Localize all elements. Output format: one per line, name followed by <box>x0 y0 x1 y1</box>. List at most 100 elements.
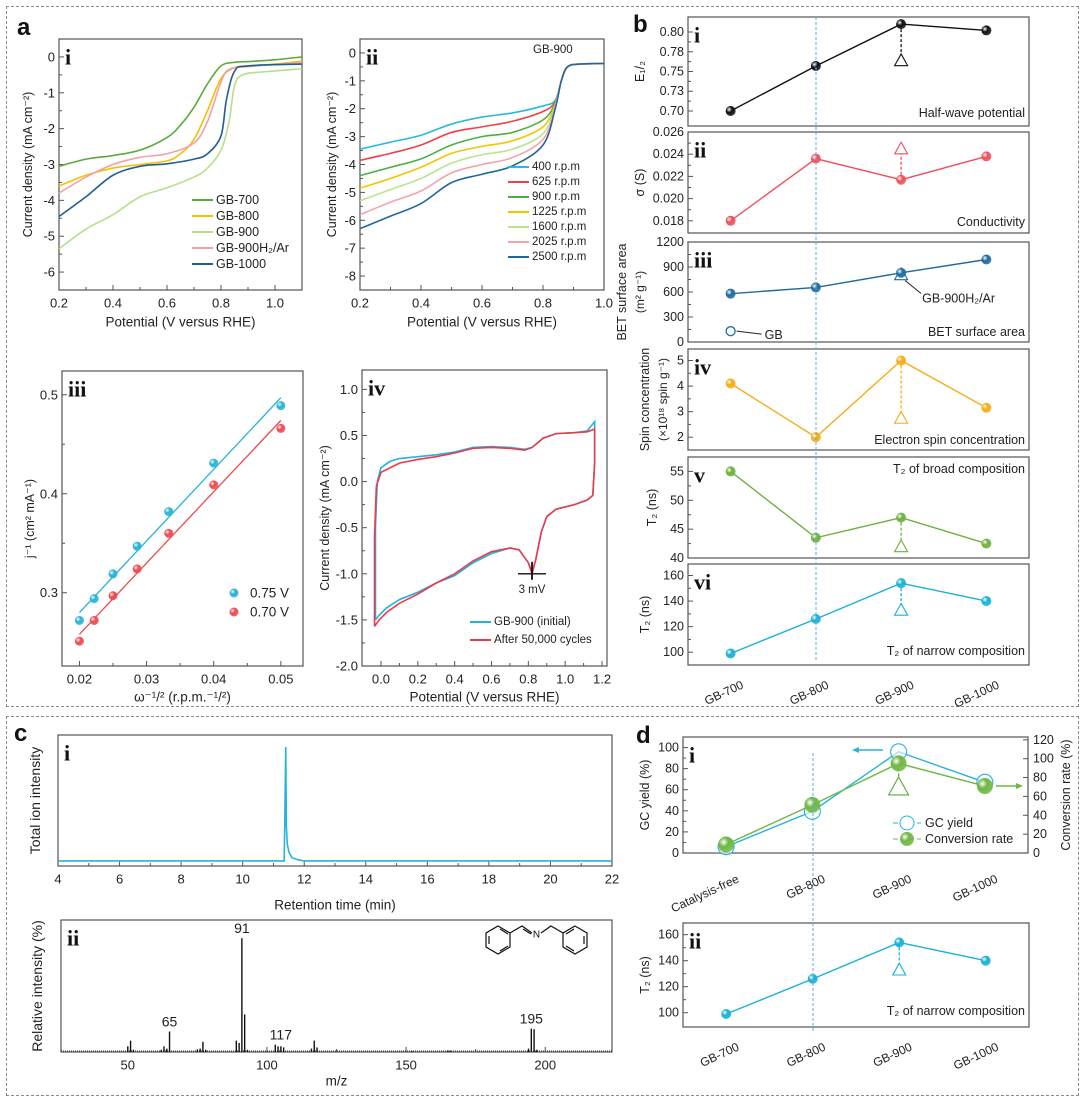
y-tick-label: 100 <box>663 645 684 659</box>
x-axis-title: Potential (V versus RHE) <box>409 690 559 705</box>
legend-entry: 2500 r.p.m <box>508 251 586 263</box>
legend-entry: 400 r.p.m <box>508 161 580 173</box>
x-tick-label: 0.03 <box>134 672 159 687</box>
y-tick-label: -2.0 <box>336 659 358 674</box>
y-axis-title: T₂ (ns) <box>638 596 652 634</box>
y-tick-label: 50 <box>670 493 684 507</box>
y-tick-label: 0.5 <box>340 428 358 443</box>
plot-frame <box>57 734 613 867</box>
panel-group-ab-frame <box>6 6 1079 707</box>
x-tick-label: 1.2 <box>593 672 611 687</box>
y-tick-label: -6 <box>43 265 55 280</box>
ball-data-point <box>890 755 907 772</box>
panel-annotation: GB-900 <box>533 44 573 56</box>
y-tick-label: -4 <box>344 157 356 172</box>
y-tick-label: 0 <box>349 45 356 60</box>
peak-label: 117 <box>270 1027 293 1043</box>
y-tick-label: 55 <box>670 464 684 478</box>
series-line <box>725 762 986 846</box>
y-tick-label: -5 <box>344 185 356 200</box>
c-ii-chart: 50 100 150 200 m/z Relative intensity (%) ii 65… <box>29 919 613 1089</box>
data-point <box>132 564 142 574</box>
y-axis-title: BET surface area <box>615 243 629 340</box>
category-label: GB-1000 <box>951 1040 1001 1073</box>
ball-data-point <box>896 267 907 278</box>
plot-frame <box>361 369 608 667</box>
panel-caption: T₂ of broad composition <box>893 462 1025 476</box>
legend-entry: GB-900 <box>192 225 259 239</box>
y-axis-title-units: (×10¹⁸ spin g⁻¹) <box>656 358 670 441</box>
series-line <box>730 155 987 222</box>
plot-frame <box>682 736 1029 854</box>
ball-data-point <box>981 402 992 413</box>
series-line <box>730 359 987 439</box>
y2-axis-title: Conversion rate (%) <box>1059 739 1073 850</box>
legend-entry: GB-800 <box>192 209 259 223</box>
y-axis-title: Current density (mA cm⁻²) <box>325 92 339 238</box>
series-line <box>730 582 987 655</box>
series-line <box>58 60 303 187</box>
y-axis-title: σ (S) <box>633 169 647 197</box>
annotation-leader-line <box>736 330 762 335</box>
x-tick-label: 0.6 <box>482 672 500 687</box>
ball-data-point <box>894 937 905 948</box>
series-line <box>373 427 596 627</box>
x-axis-title: Retention time (min) <box>274 898 396 913</box>
reference-triangle-marker <box>893 602 909 616</box>
subpanel-numeral: vi <box>694 570 711 595</box>
legend-label: GB-900H₂/Ar <box>216 241 289 255</box>
subpanel-numeral: iv <box>694 355 711 380</box>
y-tick-label: 60 <box>665 783 679 797</box>
category-label: GB-900 <box>870 872 914 902</box>
legend-label: After 50,000 cycles <box>494 634 592 646</box>
legend-label: 2025 r.p.m <box>532 236 586 248</box>
y-tick-label: 0.5 <box>40 387 58 402</box>
legend-entry: GB-900H₂/Ar <box>192 241 289 255</box>
data-point <box>276 423 286 433</box>
y2-tick-label: 20 <box>1033 827 1047 841</box>
category-label: GB-900 <box>873 678 917 708</box>
category-label: GB-900 <box>871 1040 915 1070</box>
data-point <box>132 541 142 551</box>
peak-label: 195 <box>520 1011 544 1027</box>
ball-data-point <box>896 19 907 30</box>
y-tick-label: 160 <box>658 928 679 942</box>
y-tick-label: -6 <box>344 213 356 228</box>
b-vi-chart: 100 120 140 160 T₂ (ns) vi T₂ of narrow compos… <box>638 563 1030 711</box>
ball-data-point <box>981 596 992 607</box>
ball-data-point <box>725 378 736 389</box>
legend-marker <box>900 832 914 846</box>
category-label: GB-1000 <box>950 872 1000 905</box>
data-point <box>74 636 84 646</box>
ball-data-point <box>725 105 736 116</box>
ball-data-point <box>976 778 993 795</box>
y-tick-label: -2 <box>344 101 356 116</box>
open-data-point <box>725 326 736 337</box>
y-tick-label: 40 <box>665 804 679 818</box>
ball-data-point <box>896 355 907 366</box>
plot-frame <box>60 919 613 1053</box>
x-tick-label: 200 <box>534 1058 556 1073</box>
ball-data-point <box>896 512 907 523</box>
series-line <box>58 63 303 218</box>
y-tick-label: 0.4 <box>40 486 58 501</box>
x-tick-label: 18 <box>482 872 496 887</box>
legend-label: GB-700 <box>216 193 259 207</box>
y-tick-label: 140 <box>658 954 679 968</box>
reference-triangle-marker <box>893 538 909 553</box>
y-tick-label: -5 <box>43 229 55 244</box>
ball-data-point <box>981 151 992 162</box>
y-tick-label: -1.0 <box>336 566 358 581</box>
y-tick-label: -1 <box>43 85 55 100</box>
annotation-leader-line <box>904 280 922 294</box>
legend-label: GC yield <box>925 816 973 830</box>
x-tick-label: 1.0 <box>556 672 574 687</box>
panel-caption: Conductivity <box>957 215 1026 229</box>
y-tick-label: 100 <box>658 741 679 755</box>
data-point <box>89 615 99 625</box>
legend-label: GB-900 (initial) <box>494 616 571 628</box>
x-tick-label: 0.02 <box>67 672 92 687</box>
x-tick-label: 12 <box>297 872 311 887</box>
panel-label-c: c <box>14 720 28 747</box>
